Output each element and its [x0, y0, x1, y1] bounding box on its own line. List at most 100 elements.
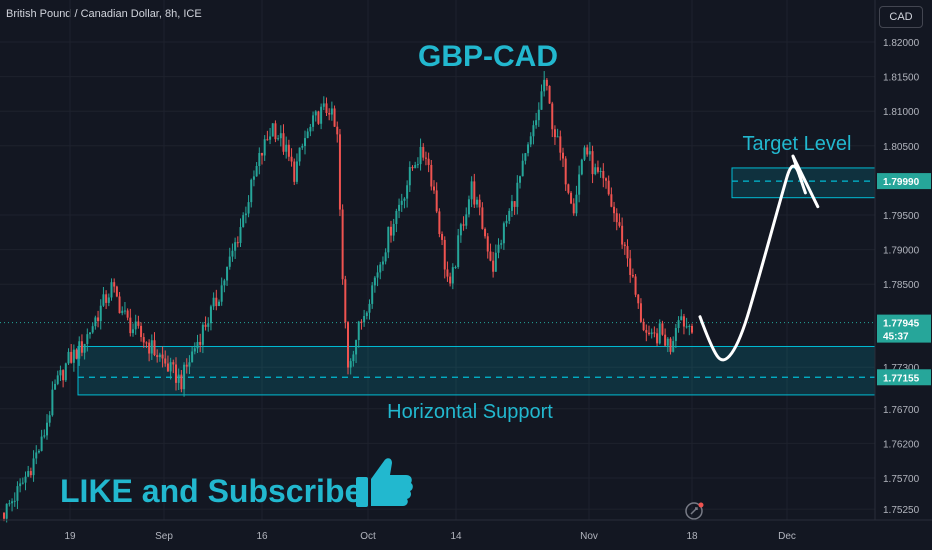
candle-body — [333, 108, 336, 127]
candle-body — [271, 123, 274, 137]
candle-body — [459, 224, 462, 236]
candle-body — [105, 294, 108, 303]
candle-body — [54, 383, 57, 390]
replay-icon[interactable] — [685, 502, 704, 520]
candle-body — [269, 136, 272, 140]
candle-body — [247, 202, 250, 214]
candle-body — [89, 332, 91, 335]
candle-body — [406, 185, 409, 199]
candle-body — [513, 201, 516, 207]
candle-body — [661, 323, 664, 335]
candle-body — [596, 167, 599, 172]
candle-body — [591, 151, 594, 175]
candle-body — [629, 258, 632, 275]
candle-body — [688, 326, 691, 328]
price-tick-label: 1.78500 — [883, 280, 920, 291]
candle-body — [201, 324, 204, 345]
last-price-tag-text: 1.77945 — [883, 319, 920, 330]
candle-body — [392, 223, 395, 236]
candle-body — [510, 201, 513, 211]
candle-body — [236, 242, 239, 244]
candle-body — [347, 322, 349, 368]
candle-body — [422, 146, 425, 158]
candle-body — [78, 341, 81, 359]
candle-body — [341, 209, 344, 280]
candle-body — [403, 198, 406, 201]
candle-body — [148, 342, 151, 354]
candle-body — [314, 111, 317, 116]
candle-body — [263, 139, 266, 156]
candle-body — [462, 224, 465, 226]
candle-body — [158, 354, 161, 358]
candle-body — [502, 223, 505, 244]
candle-body — [301, 146, 304, 148]
candle-body — [376, 272, 379, 278]
candle-body — [658, 323, 661, 344]
price-tick-label: 1.79000 — [883, 246, 920, 257]
candle-body — [312, 115, 315, 127]
candle-body — [3, 512, 5, 519]
price-tick-label: 1.75700 — [883, 474, 920, 485]
candle-body — [282, 133, 285, 152]
support-price-tag-text: 1.77155 — [883, 373, 920, 384]
candle-body — [70, 351, 73, 363]
candle-body — [363, 316, 366, 323]
candle-body — [218, 301, 220, 306]
candle-body — [357, 321, 360, 341]
candle-body — [494, 252, 497, 272]
candle-body — [102, 294, 105, 306]
candle-body — [562, 152, 564, 159]
price-tick-label: 1.80500 — [883, 142, 920, 153]
candle-body — [328, 113, 331, 115]
candle-body — [279, 133, 282, 139]
candle-body — [631, 274, 634, 277]
candle-body — [320, 106, 323, 124]
price-tick-label: 1.76700 — [883, 405, 920, 416]
candle-body — [387, 226, 390, 253]
chart-grid — [0, 0, 875, 520]
candle-body — [467, 199, 470, 215]
candle-body — [653, 332, 656, 334]
candle-body — [642, 321, 645, 331]
candle-body — [166, 363, 169, 372]
candle-body — [234, 242, 237, 251]
time-axis: 19 Sep 16 Oct 14 Nov 18 Dec — [0, 519, 932, 542]
candle-body — [80, 341, 83, 353]
candle-body — [551, 103, 554, 130]
candle-body — [223, 280, 226, 286]
candle-body — [384, 252, 387, 262]
candle-body — [411, 167, 414, 169]
candle-body — [360, 321, 363, 323]
candle-body — [94, 317, 97, 327]
candle-body — [134, 321, 137, 330]
candle-body — [110, 282, 113, 298]
candle-body — [145, 342, 148, 344]
candle-body — [193, 348, 196, 352]
candle-body — [618, 222, 621, 226]
time-tick-label: 16 — [256, 531, 268, 542]
candle-body — [500, 243, 503, 245]
currency-button[interactable]: CAD — [879, 6, 923, 28]
candle-body — [62, 370, 65, 381]
candle-body — [175, 364, 177, 383]
candle-body — [231, 250, 234, 257]
candle-body — [548, 85, 551, 104]
price-axis: 1.82000 1.81500 1.81000 1.80500 1.79500 1.790… — [874, 0, 931, 520]
candle-body — [215, 297, 218, 306]
candle-body — [156, 355, 159, 358]
candle-body — [669, 338, 672, 352]
chart-title: GBP-CAD — [418, 40, 558, 73]
candle-body — [29, 471, 32, 476]
target-price-tag-text: 1.79990 — [883, 177, 920, 188]
candle-body — [226, 266, 229, 281]
candle-body — [524, 153, 527, 161]
candle-body — [610, 194, 613, 207]
candle-body — [588, 151, 591, 155]
candle-body — [650, 332, 653, 335]
candle-body — [330, 108, 333, 115]
price-tick-label: 1.82000 — [883, 38, 920, 49]
candle-body — [545, 79, 548, 86]
candle-body — [91, 326, 94, 333]
thumbs-up-icon — [356, 458, 413, 507]
